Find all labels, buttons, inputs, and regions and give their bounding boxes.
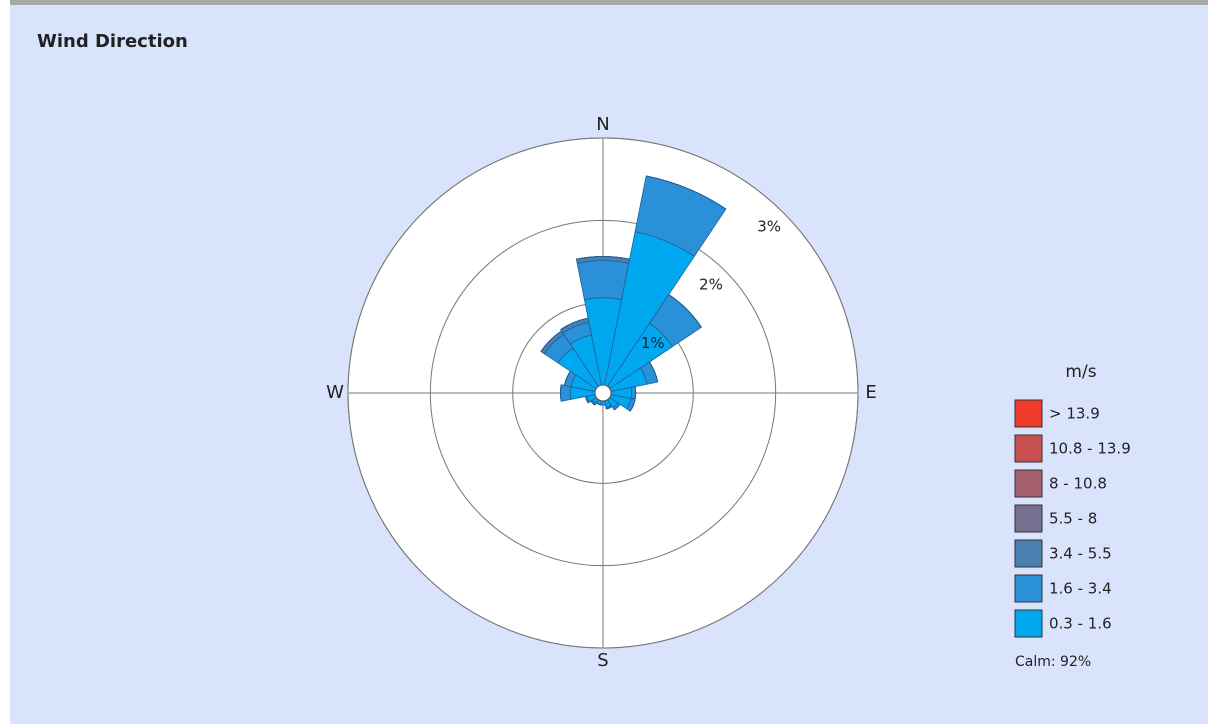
direction-label: S (597, 650, 608, 671)
sector (614, 404, 621, 411)
legend-swatch (1014, 434, 1043, 463)
legend-label: 3.4 - 5.5 (1049, 545, 1112, 563)
sector (560, 317, 589, 330)
direction-label: W (326, 382, 344, 403)
legend-label: 1.6 - 3.4 (1049, 580, 1112, 598)
r-tick-label: 1% (641, 334, 665, 352)
direction-label: E (865, 382, 876, 403)
legend-title: m/s (1065, 362, 1096, 382)
direction-label: N (596, 114, 609, 135)
sector (649, 361, 659, 383)
sector (629, 399, 636, 412)
sector (576, 260, 630, 301)
legend-swatch (1014, 504, 1043, 533)
r-tick-label: 3% (757, 217, 781, 235)
legend-swatch (1014, 539, 1043, 568)
legend-swatch (1014, 399, 1043, 428)
calm-label: Calm: 92% (1015, 654, 1091, 670)
center-hole (594, 384, 612, 402)
legend-label: 0.3 - 1.6 (1049, 615, 1112, 633)
r-tick-label: 2% (699, 276, 723, 294)
sector (560, 384, 572, 402)
legend-swatch (1014, 574, 1043, 603)
legend-label: 10.8 - 13.9 (1049, 440, 1131, 458)
sector (606, 406, 613, 410)
legend-swatch (1014, 609, 1043, 638)
legend-label: 8 - 10.8 (1049, 475, 1107, 493)
legend-swatch (1014, 469, 1043, 498)
legend-label: > 13.9 (1049, 405, 1100, 423)
sector (646, 175, 727, 210)
sector (668, 294, 702, 328)
chart-title: Wind Direction (37, 31, 188, 52)
legend-label: 5.5 - 8 (1049, 510, 1097, 528)
